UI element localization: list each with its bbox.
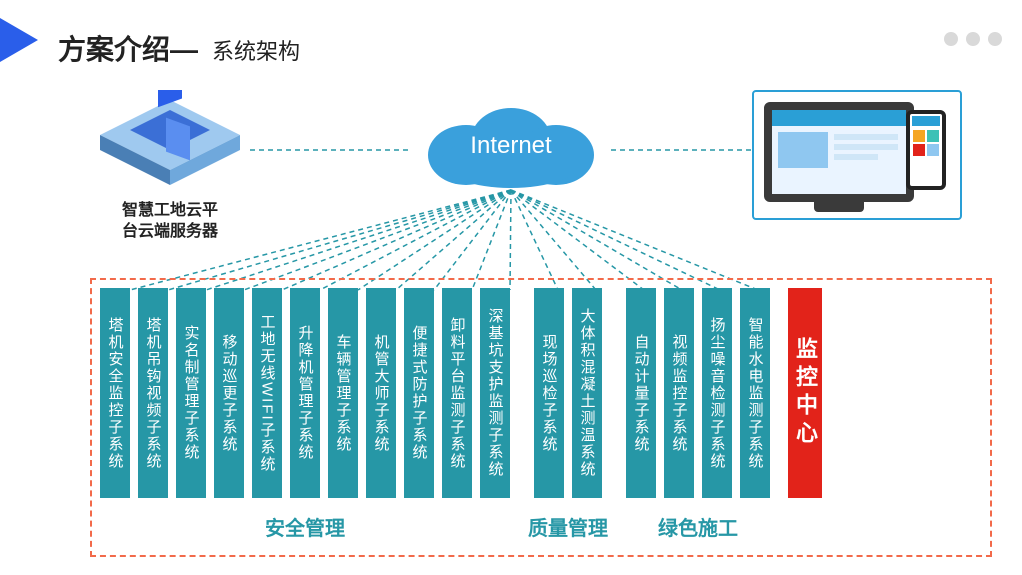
title-main: 方案介绍—	[58, 28, 198, 68]
pillar: 便捷式防护子系统	[404, 288, 434, 498]
pillar: 智能水电监测子系统	[740, 288, 770, 498]
server-block: 智慧工地云平 台云端服务器	[80, 90, 260, 243]
title-sub: 系统架构	[212, 34, 300, 66]
pillar: 塔机安全监控子系统	[100, 288, 130, 498]
pillar: 升降机管理子系统	[290, 288, 320, 498]
groups-row: 塔机安全监控子系统塔机吊钩视频子系统实名制管理子系统移动巡更子系统工地无线WIF…	[100, 288, 982, 541]
phone-icon	[906, 110, 946, 190]
desktop-icon	[764, 102, 914, 202]
pillar: 扬尘噪音检测子系统	[702, 288, 732, 498]
group-safety: 塔机安全监控子系统塔机吊钩视频子系统实名制管理子系统移动巡更子系统工地无线WIF…	[100, 288, 510, 541]
decor-dots	[944, 32, 1002, 46]
pillar: 机管大师子系统	[366, 288, 396, 498]
pillar: 工地无线WIFI子系统	[252, 288, 282, 498]
pillar: 车辆管理子系统	[328, 288, 358, 498]
group-label: 绿色施工	[658, 512, 738, 541]
top-row: 智慧工地云平 台云端服务器 Internet	[0, 90, 1022, 230]
pillar: 视频监控子系统	[664, 288, 694, 498]
cloud-label: Internet	[470, 132, 551, 160]
pillar: 自动计量子系统	[626, 288, 656, 498]
slide-header: 方案介绍— 系统架构	[58, 28, 300, 68]
pillar: 现场巡检子系统	[534, 288, 564, 498]
decor-triangle	[0, 18, 38, 62]
server-icon	[90, 90, 250, 190]
pillar: 深基坑支护监测子系统	[480, 288, 510, 498]
pillar: 移动巡更子系统	[214, 288, 244, 498]
group-green: 自动计量子系统视频监控子系统扬尘噪音检测子系统智能水电监测子系统绿色施工	[626, 288, 770, 541]
group-label: 质量管理	[528, 512, 608, 541]
pillar: 实名制管理子系统	[176, 288, 206, 498]
pillar: 卸料平台监测子系统	[442, 288, 472, 498]
server-caption: 智慧工地云平 台云端服务器	[80, 201, 260, 243]
pillar: 大体积混凝土测温系统	[572, 288, 602, 498]
group-quality: 现场巡检子系统大体积混凝土测温系统质量管理	[528, 288, 608, 541]
devices-block	[752, 90, 962, 220]
monitor-center: 监控中心	[788, 288, 822, 498]
group-label: 安全管理	[265, 512, 345, 541]
pillar: 塔机吊钩视频子系统	[138, 288, 168, 498]
